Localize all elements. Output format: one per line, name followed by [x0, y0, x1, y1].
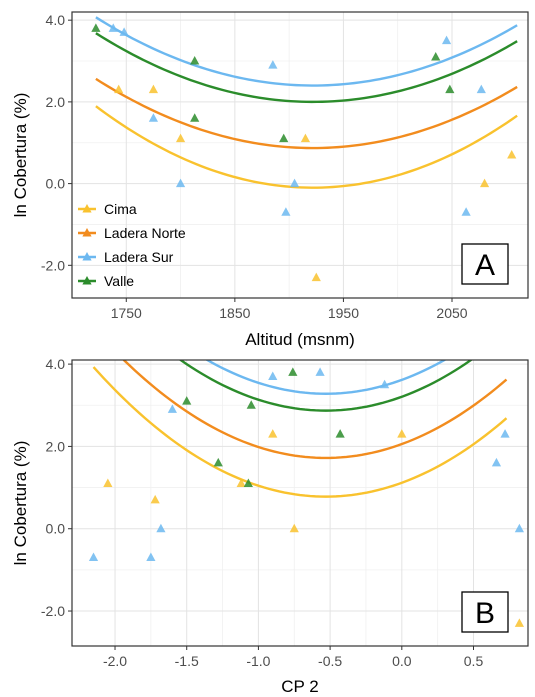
y-tick-label: 0.0	[46, 521, 66, 537]
data-point-valle	[288, 367, 298, 376]
legend-item-ladera-sur: Ladera Sur	[78, 249, 174, 265]
data-point-cima	[175, 133, 186, 143]
data-point-cima	[289, 523, 299, 533]
data-point-ladera-sur	[441, 35, 452, 45]
x-tick-label: 2050	[436, 305, 467, 321]
data-point-valle	[279, 133, 289, 143]
panel-b: -2.0 0.0 2.0 4.0 -2.0 -1.5 -1.0 -0.5 0.0 0.5 CP 2 l…	[11, 356, 529, 696]
data-point-ladera-sur	[167, 404, 177, 413]
x-tick-label: 1750	[111, 305, 142, 321]
fit-curve-valle	[178, 360, 474, 412]
data-point-valle	[445, 84, 455, 94]
x-tick-label: 1950	[328, 305, 359, 321]
y-tick-label: 0.0	[46, 176, 66, 192]
fit-curve-cima	[95, 105, 518, 189]
x-tick-label: 0.5	[464, 653, 484, 669]
data-point-ladera-sur	[500, 429, 510, 438]
data-point-cima	[514, 618, 524, 627]
data-point-cima	[150, 494, 160, 504]
data-point-valle	[246, 400, 256, 409]
fit-curve-cima	[92, 366, 508, 498]
panel-border	[71, 359, 529, 647]
data-point-cima	[479, 178, 490, 188]
data-point-ladera-sur	[175, 178, 186, 188]
x-tick-label: -0.5	[318, 653, 342, 669]
x-tick-label: -1.5	[175, 653, 199, 669]
legend-label-ladera-norte: Ladera Norte	[104, 225, 186, 241]
data-point-ladera-sur	[156, 523, 166, 533]
data-point-ladera-sur	[88, 552, 99, 562]
y-tick-label: 4.0	[46, 356, 66, 372]
data-point-valle	[190, 113, 200, 122]
legend-marker-valle	[82, 276, 92, 285]
y-tick-label: 2.0	[46, 438, 66, 454]
legend-item-cima: Cima	[78, 201, 137, 217]
x-tick-label: -2.0	[103, 653, 127, 669]
data-point-valle	[431, 51, 441, 61]
legend-item-valle: Valle	[78, 273, 134, 289]
y-axis-title: ln Cobertura (%)	[11, 93, 30, 218]
data-point-ladera-sur	[461, 207, 471, 216]
legend-label-cima: Cima	[104, 201, 137, 217]
legend-label-valle: Valle	[104, 273, 134, 289]
panel-label: A	[475, 249, 495, 282]
data-point-ladera-sur	[281, 207, 291, 216]
data-point-valle	[243, 478, 253, 487]
panel-label-box	[461, 243, 509, 285]
data-point-ladera-sur	[380, 379, 390, 389]
data-point-ladera-sur	[108, 23, 118, 32]
y-tick-label: 4.0	[46, 12, 66, 28]
data-point-valle	[335, 429, 345, 438]
legend-item-ladera-norte: Ladera Norte	[78, 225, 186, 241]
data-point-ladera-sur	[119, 27, 129, 36]
data-point-cima	[507, 150, 517, 159]
data-point-ladera-sur	[514, 523, 524, 533]
data-point-ladera-sur	[491, 457, 502, 467]
data-point-ladera-sur	[315, 367, 325, 376]
data-point-cima	[148, 84, 159, 94]
data-point-valle	[190, 56, 200, 65]
fit-curve-ladera-sur	[95, 16, 518, 87]
legend-marker-ladera-norte	[82, 228, 92, 237]
legend-label-ladera-sur: Ladera Sur	[104, 249, 174, 265]
panel-a: -2.0 0.0 2.0 4.0 1750 1850 1950 2050 Altitud (ms…	[11, 11, 529, 349]
fit-curve-ladera-norte	[122, 360, 508, 460]
data-point-ladera-sur	[268, 371, 278, 380]
x-axis-title: CP 2	[281, 677, 319, 696]
data-point-cima	[236, 478, 246, 487]
data-point-valle	[213, 457, 223, 467]
data-point-valle	[182, 396, 192, 405]
y-tick-label: 2.0	[46, 94, 66, 110]
panel-border	[71, 11, 529, 299]
y-tick-label: -2.0	[41, 603, 65, 619]
legend-marker-cima	[82, 204, 92, 213]
data-point-cima	[268, 429, 278, 438]
panel-label: B	[475, 597, 495, 630]
legend-marker-ladera-sur	[82, 252, 92, 261]
y-axis-title: ln Cobertura (%)	[11, 441, 30, 566]
data-point-ladera-sur	[146, 552, 156, 562]
data-point-ladera-sur	[148, 113, 159, 122]
data-point-valle	[91, 23, 101, 32]
x-tick-label: 0.0	[392, 653, 412, 669]
fit-curve-valle	[95, 32, 518, 104]
fit-curve-ladera-norte	[95, 77, 518, 150]
y-tick-label: -2.0	[41, 257, 65, 273]
data-point-cima	[103, 478, 113, 487]
data-point-ladera-sur	[268, 60, 278, 69]
data-point-cima	[311, 272, 321, 282]
data-point-ladera-sur	[476, 84, 486, 94]
data-point-cima	[300, 133, 311, 143]
data-point-cima	[397, 429, 407, 438]
fit-curve-ladera-sur	[204, 360, 447, 395]
x-tick-label: 1850	[219, 305, 250, 321]
panel-label-box	[461, 591, 509, 633]
data-point-ladera-sur	[289, 178, 300, 188]
x-tick-label: -1.0	[246, 653, 270, 669]
data-point-cima	[114, 84, 124, 94]
legend: Cima Ladera Norte Ladera Sur Valle	[78, 201, 186, 289]
x-axis-title: Altitud (msnm)	[245, 330, 355, 349]
